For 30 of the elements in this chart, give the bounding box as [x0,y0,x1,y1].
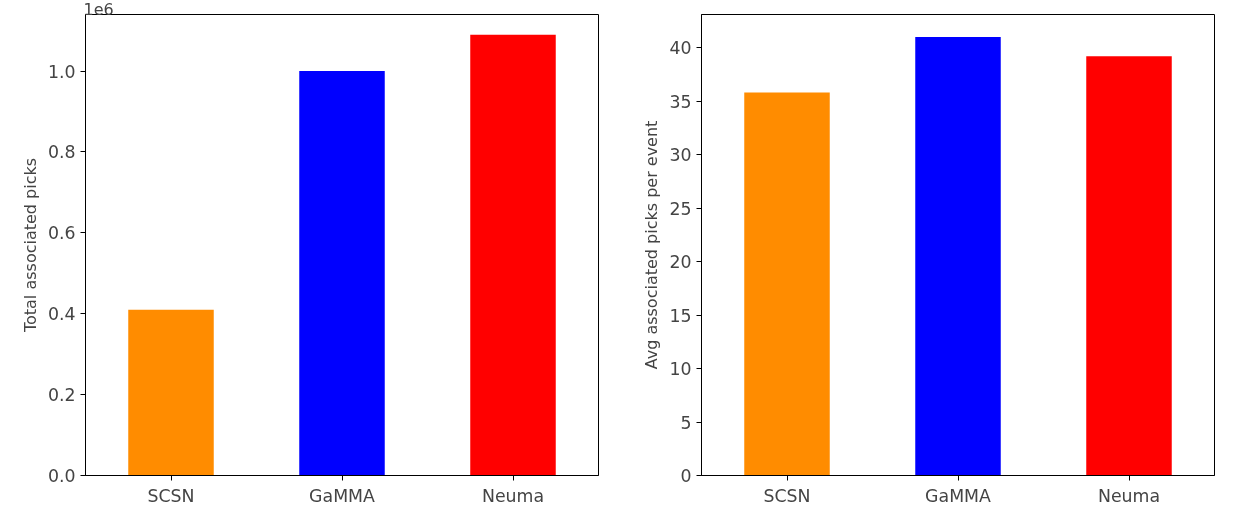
y-tick-label: 0 [680,466,692,486]
y-tick-label: 35 [669,91,692,112]
y-axis-title: Avg associated picks per event [642,120,662,370]
y-tick-label: 5 [680,412,692,433]
annotation: 1e6 [83,0,114,19]
bar [1086,56,1172,476]
y-tick-label: 30 [669,145,692,166]
y-tick-label: 0.2 [47,385,76,406]
y-tick-label: 0.8 [47,142,76,163]
x-tick-label: GaMMA [309,485,376,506]
y-tick-label: 10 [669,359,692,380]
bar [744,92,830,476]
bar [915,36,1001,476]
x-tick-label: SCSN [147,485,195,506]
bar [128,309,214,476]
y-axis-title: Total associated picks [20,157,40,334]
y-tick-label: 0.4 [47,304,76,325]
y-tick-label: 20 [669,252,692,273]
y-tick-label: 1.0 [47,61,76,82]
x-tick-label: Neuma [1097,485,1161,506]
y-tick-label: 0.6 [47,223,76,244]
bar [470,34,556,476]
y-tick-label: 25 [669,198,692,219]
x-tick-label: Neuma [481,485,545,506]
y-tick-label: 0.0 [47,466,76,486]
x-tick-label: GaMMA [925,485,992,506]
y-tick-label: 15 [669,305,692,326]
y-tick-label: 40 [669,38,692,59]
x-tick-label: SCSN [763,485,811,506]
bar [299,71,385,476]
